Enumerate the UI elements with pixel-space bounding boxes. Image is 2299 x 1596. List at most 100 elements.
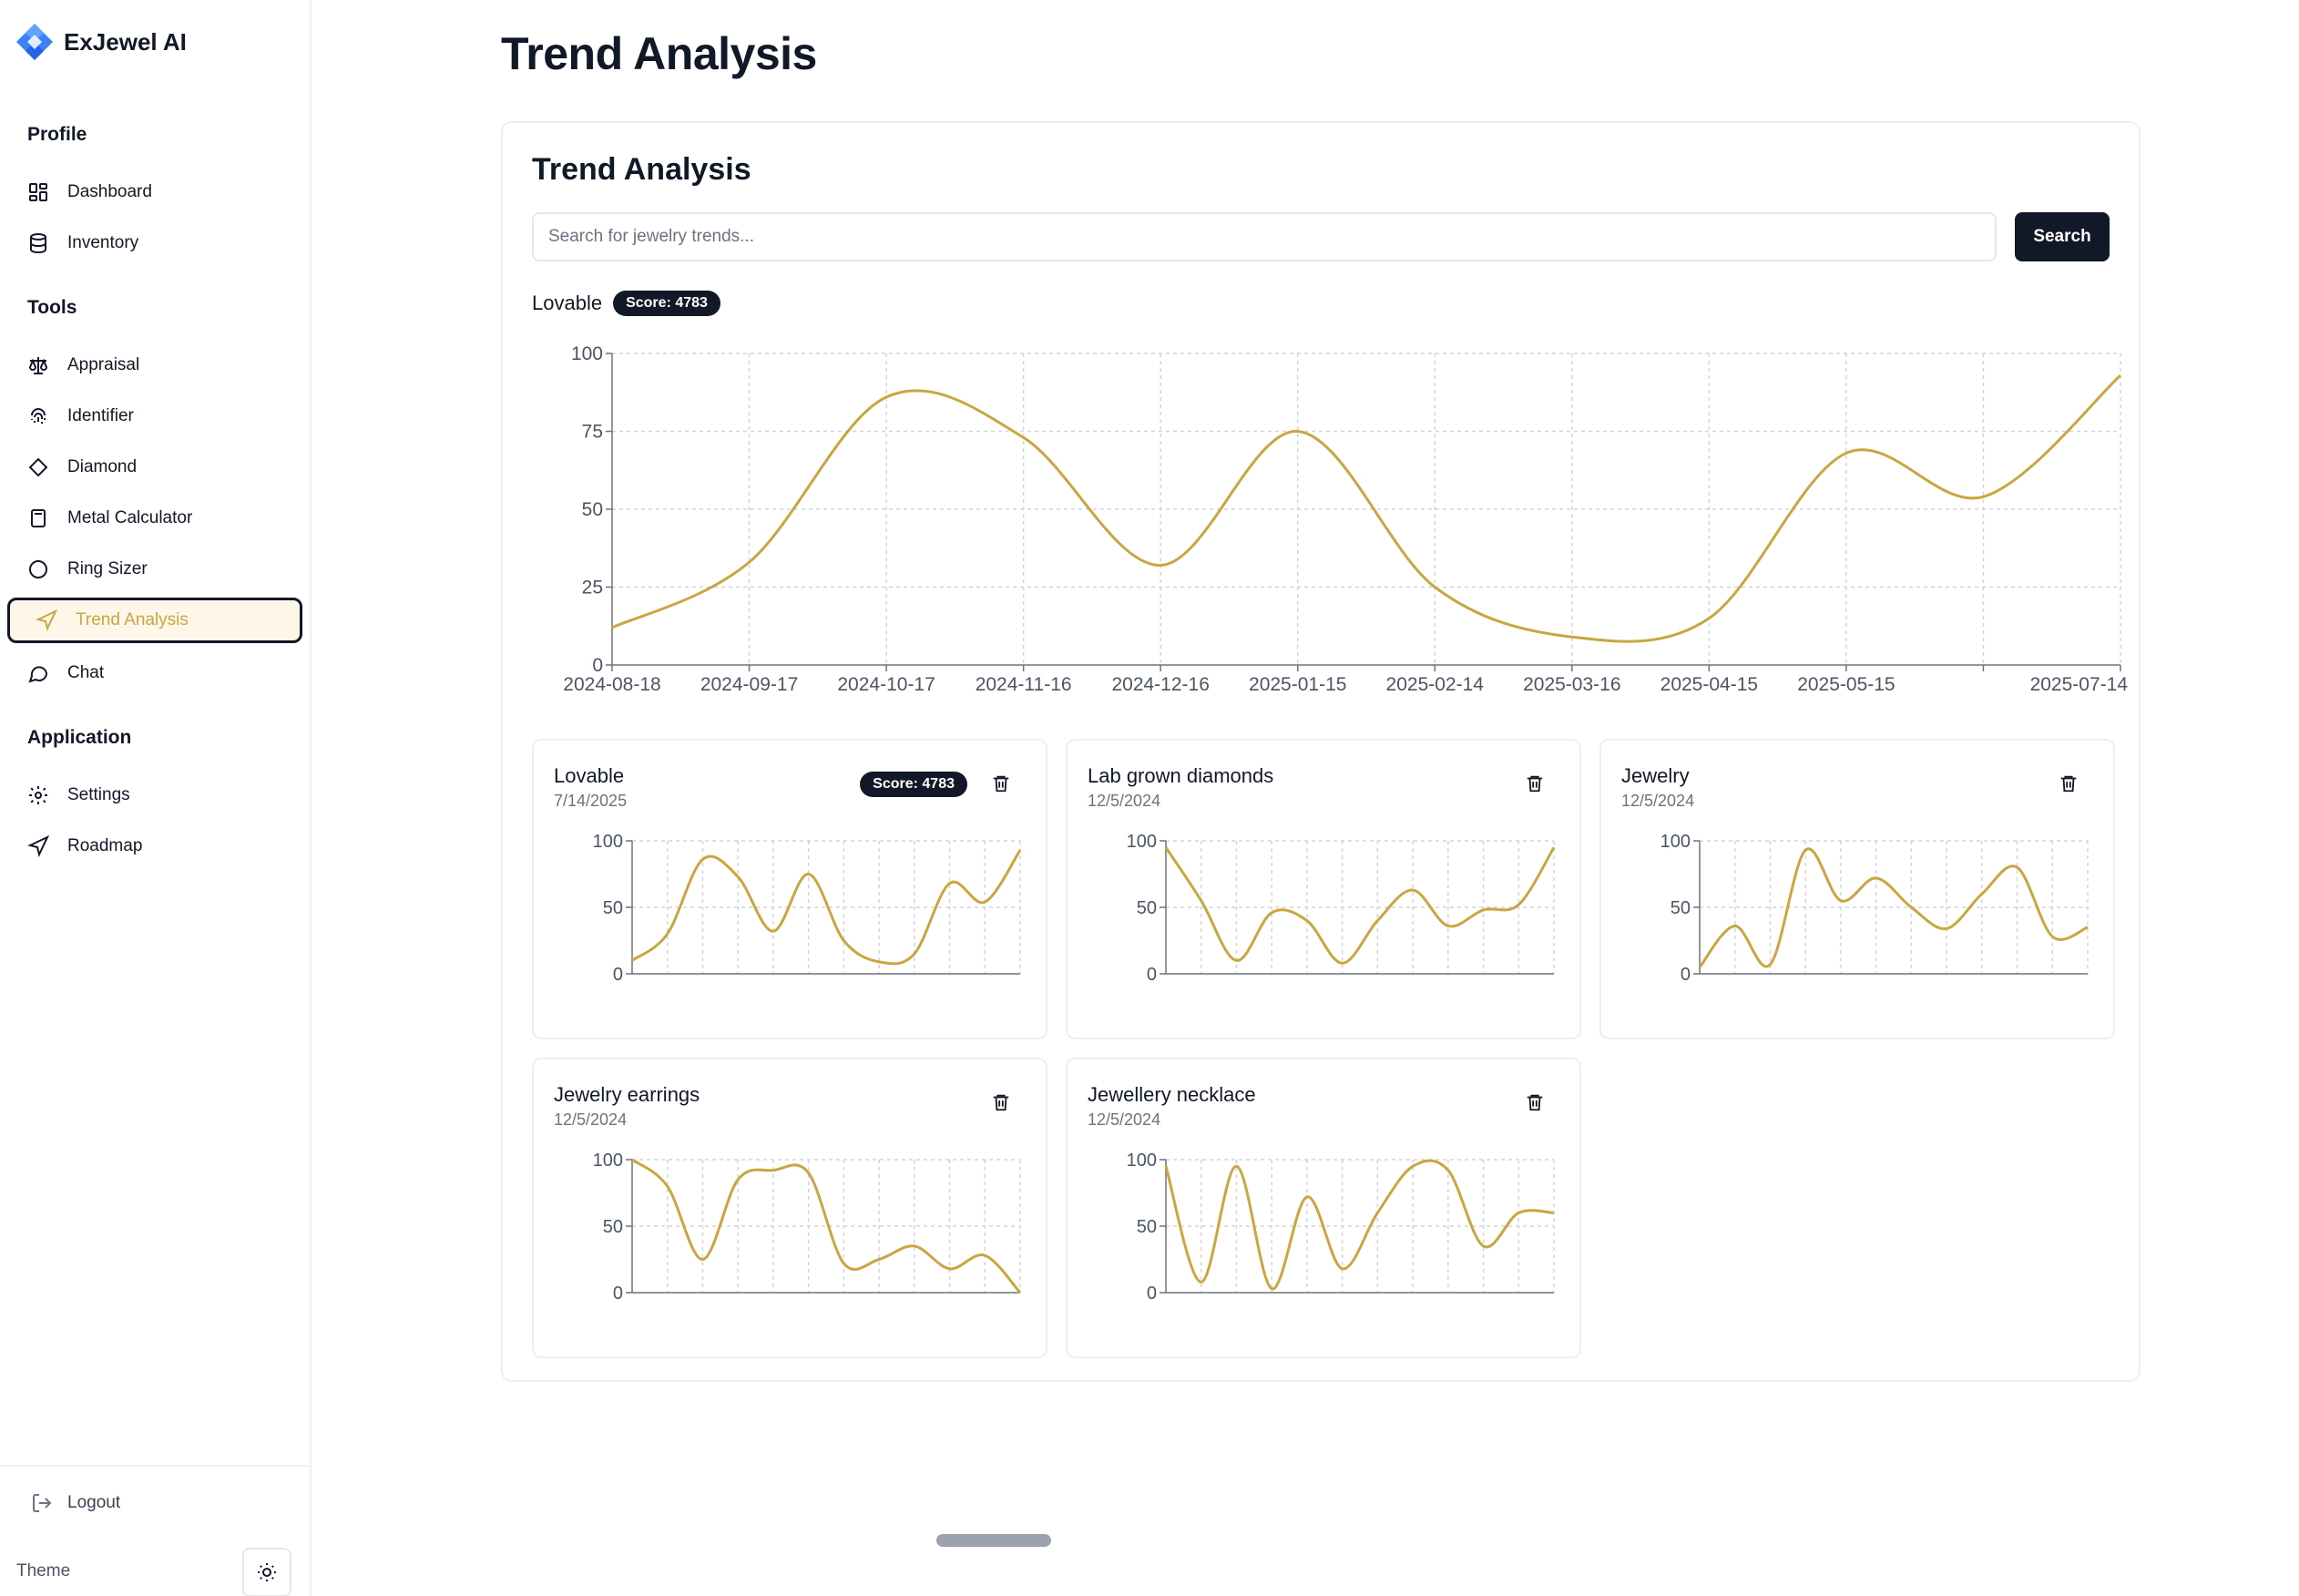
sidebar-item-diamond[interactable]: Diamond	[7, 445, 302, 490]
x-tick-label: 2024-10-17	[837, 674, 935, 695]
sidebar-item-roadmap[interactable]: Roadmap	[7, 824, 302, 869]
dashboard-icon	[29, 183, 47, 201]
horizontal-scrollbar[interactable]	[936, 1534, 1051, 1547]
sidebar-item-dashboard[interactable]: Dashboard	[7, 169, 302, 215]
trend-card-date: 12/5/2024	[1088, 792, 1161, 810]
delete-button[interactable]	[1521, 1089, 1548, 1116]
y-tick-label: 75	[582, 422, 603, 443]
series-line	[631, 1158, 1022, 1294]
calculator-icon	[31, 509, 46, 527]
database-icon	[30, 233, 46, 254]
y-tick-label: 100	[593, 832, 623, 852]
chat-icon	[28, 666, 48, 683]
sidebar-item-ring-sizer[interactable]: Ring Sizer	[7, 547, 302, 592]
x-tick-label: 2025-02-14	[1386, 674, 1485, 695]
series-line	[1698, 847, 2089, 968]
mini-trend-chart: 0 50 100	[1127, 832, 1556, 985]
sidebar-item-metal-calculator[interactable]: Metal Calculator	[7, 496, 302, 541]
x-tick-label: 2025-03-16	[1523, 674, 1620, 695]
main-trend-chart: 0 25 50 75 100 2024-08-18 2024-09-17 2024-10-17…	[563, 343, 2129, 695]
delete-button[interactable]	[987, 770, 1015, 797]
y-tick-label: 100	[571, 343, 603, 364]
trend-card-name: Lovable	[554, 764, 625, 787]
y-tick-label: 100	[1660, 832, 1691, 852]
delete-button[interactable]	[2055, 770, 2082, 797]
delete-button[interactable]	[987, 1089, 1015, 1116]
delete-button[interactable]	[1521, 770, 1548, 797]
trend-card-lab-grown-diamonds: 0 50 100 Lab grown diamonds 12/5/2024	[1066, 739, 1581, 1039]
y-tick-label: 100	[593, 1151, 623, 1171]
trend-card-jewelry: 0 50 100 Jewelry 12/5/2024	[1599, 739, 2115, 1039]
sidebar-item-label: Diamond	[67, 457, 138, 476]
trend-card-lovable: 0 50 100 Lovable 7/14/2025 Score: 4783	[532, 739, 1047, 1039]
search-input[interactable]	[532, 212, 1997, 261]
series-line	[1164, 846, 1556, 965]
brand[interactable]: ExJewel AI	[15, 22, 187, 62]
sidebar-item-label: Dashboard	[67, 182, 152, 201]
y-tick-label: 0	[613, 965, 623, 985]
trend-card-jewelry-earrings: 0 50 100 Jewelry earrings 12/5/2024	[532, 1058, 1047, 1358]
sidebar-item-label: Roadmap	[67, 836, 143, 855]
theme-toggle-button[interactable]	[242, 1548, 291, 1596]
mini-trend-chart: 0 50 100	[1127, 1151, 1555, 1304]
series-line	[631, 849, 1022, 966]
trend-card-jewellery-necklace: 0 50 100 Jewellery necklace 12/5/2024	[1066, 1058, 1581, 1358]
sidebar-item-trend-analysis[interactable]: Trend Analysis	[7, 598, 302, 643]
diamond-icon	[28, 457, 48, 477]
series-line	[1164, 1159, 1555, 1291]
main-chart-header: Lovable Score: 4783	[532, 291, 720, 316]
x-tick-label: 2025-04-15	[1660, 674, 1758, 695]
y-tick-label: 50	[1671, 898, 1691, 918]
section-title-profile: Profile	[27, 124, 87, 145]
x-tick-label: 2024-12-16	[1111, 674, 1209, 695]
y-tick-label: 50	[1137, 898, 1157, 918]
trend-card-date: 7/14/2025	[554, 792, 628, 810]
y-tick-label: 50	[582, 499, 603, 520]
y-tick-label: 0	[613, 1284, 623, 1304]
navigation-icon	[36, 609, 57, 631]
sidebar-item-identifier[interactable]: Identifier	[7, 394, 302, 439]
x-tick-label: 2025-05-15	[1797, 674, 1895, 695]
fingerprint-icon	[31, 408, 46, 424]
score-badge: Score: 4783	[613, 291, 720, 316]
sidebar-item-label: Settings	[67, 785, 130, 804]
logout-button[interactable]: Logout	[31, 1492, 120, 1514]
x-tick-label: 2024-08-18	[563, 674, 660, 695]
sidebar-item-appraisal[interactable]: Appraisal	[7, 343, 302, 388]
sidebar-item-label: Chat	[67, 663, 105, 682]
mini-trend-chart: 0 50 100	[593, 832, 1022, 985]
y-tick-label: 100	[1127, 832, 1157, 852]
x-tick-label: 2024-09-17	[700, 674, 798, 695]
sidebar-item-label: Identifier	[67, 406, 134, 425]
sidebar-item-inventory[interactable]: Inventory	[7, 220, 302, 266]
circle-icon	[29, 560, 47, 578]
trend-card-date: 12/5/2024	[1088, 1110, 1161, 1129]
y-tick-label: 50	[603, 1217, 623, 1237]
x-tick-label: 2025-07-14	[2030, 674, 2129, 695]
trash-icon	[1527, 775, 1543, 793]
sidebar-item-label: Trend Analysis	[76, 610, 189, 629]
series-line	[611, 373, 2121, 643]
scale-icon	[28, 357, 48, 374]
trash-icon	[993, 1094, 1009, 1111]
section-title-tools: Tools	[27, 297, 77, 318]
mini-trend-chart: 0 50 100	[593, 1151, 1022, 1304]
trend-card-name: Jewelry earrings	[554, 1083, 700, 1106]
trend-analysis-card: Trend Analysis Search Lovable Score: 478…	[501, 121, 2141, 1382]
sidebar-item-chat[interactable]: Chat	[7, 650, 302, 696]
x-tick-label: 2024-11-16	[976, 674, 1072, 695]
x-tick-label: 2025-01-15	[1249, 674, 1346, 695]
trend-card-date: 12/5/2024	[1621, 792, 1695, 810]
section-title-application: Application	[27, 727, 132, 748]
brand-name: ExJewel AI	[64, 27, 187, 56]
sidebar-item-settings[interactable]: Settings	[7, 772, 302, 818]
search-button[interactable]: Search	[2015, 212, 2110, 261]
trash-icon	[2060, 775, 2077, 793]
score-badge: Score: 4783	[860, 772, 967, 797]
trash-icon	[1527, 1094, 1543, 1111]
logout-icon	[33, 1494, 52, 1512]
trend-card-date: 12/5/2024	[554, 1110, 628, 1129]
y-tick-label: 100	[1127, 1151, 1157, 1171]
y-tick-label: 0	[592, 655, 603, 676]
sun-icon	[258, 1563, 276, 1581]
